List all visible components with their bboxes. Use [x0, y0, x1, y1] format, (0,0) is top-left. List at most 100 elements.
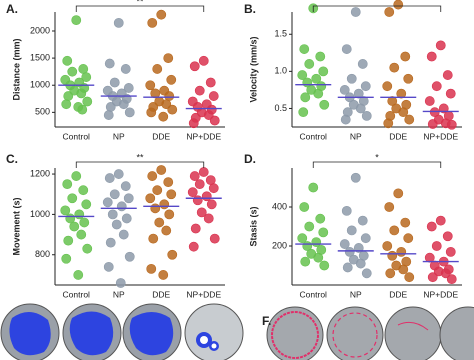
data-point	[63, 91, 74, 101]
data-point	[300, 256, 311, 267]
data-point	[146, 107, 157, 118]
y-tick-label: 800	[35, 249, 50, 259]
data-point	[118, 229, 129, 240]
data-point	[205, 77, 216, 88]
panel-label: C.	[6, 152, 18, 166]
data-point	[393, 0, 404, 10]
y-tick-label: 0.5	[274, 103, 287, 113]
data-point	[383, 118, 394, 129]
x-tick-label: NP	[113, 131, 125, 141]
data-point	[166, 74, 177, 85]
y-tick-label: 1000	[30, 209, 50, 219]
data-point	[424, 96, 435, 106]
data-point	[357, 215, 368, 226]
data-point	[158, 270, 169, 280]
data-point	[76, 88, 87, 99]
data-point	[71, 15, 82, 26]
x-tick-label: DDE	[389, 289, 407, 299]
data-point	[398, 107, 409, 118]
data-point	[209, 115, 220, 126]
data-point	[105, 237, 116, 248]
data-point	[150, 88, 161, 99]
x-tick-label: DDE	[152, 131, 170, 141]
data-point	[389, 225, 400, 236]
data-point	[400, 51, 411, 62]
data-point	[389, 62, 400, 73]
data-point	[357, 59, 368, 69]
data-point	[115, 278, 126, 288]
x-tick-label: DDE	[389, 131, 407, 141]
data-point	[166, 189, 177, 200]
data-point	[382, 241, 393, 251]
data-point	[78, 64, 89, 74]
data-point	[104, 58, 115, 69]
significance-bracket	[312, 161, 442, 168]
significance-label: *	[375, 152, 379, 162]
data-point	[147, 17, 158, 28]
data-point	[361, 110, 372, 121]
data-point	[164, 209, 175, 220]
data-point	[79, 217, 90, 228]
data-point	[154, 217, 165, 228]
data-point	[192, 195, 203, 206]
data-point	[188, 118, 199, 129]
x-tick-label: Control	[63, 131, 91, 141]
data-point	[148, 233, 159, 244]
data-point	[198, 167, 209, 177]
data-point	[62, 179, 73, 190]
x-tick-label: NP	[350, 289, 362, 299]
data-point	[298, 107, 309, 118]
data-point	[361, 268, 372, 279]
data-point	[77, 104, 88, 115]
data-point	[341, 205, 352, 216]
data-point	[313, 88, 324, 99]
significance-label: **	[136, 152, 144, 162]
data-point	[300, 92, 311, 103]
x-tick-label: NP+DDE	[423, 289, 458, 299]
data-point	[299, 44, 310, 54]
data-point	[61, 253, 72, 264]
data-point	[446, 274, 457, 285]
significance-label: **	[136, 0, 144, 6]
y-axis-label: Stasis (s)	[248, 206, 258, 246]
data-point	[431, 81, 442, 92]
x-tick-label: Control	[300, 289, 328, 299]
data-point	[427, 119, 438, 129]
x-tick-label: DDE	[152, 289, 170, 299]
data-point	[424, 252, 435, 263]
data-point	[445, 88, 456, 99]
data-point	[350, 172, 361, 183]
data-point	[346, 73, 357, 84]
data-point	[121, 213, 132, 224]
x-tick-label: NP+DDE	[186, 289, 221, 299]
data-point	[318, 227, 329, 238]
data-point	[152, 64, 163, 74]
x-tick-label: NP	[350, 131, 362, 141]
data-point	[145, 80, 156, 91]
data-point	[190, 223, 201, 234]
data-point	[350, 7, 361, 17]
data-point	[208, 91, 219, 101]
data-point	[396, 88, 407, 99]
data-point	[65, 213, 76, 224]
data-point	[82, 96, 93, 107]
data-point	[319, 99, 330, 110]
data-point	[311, 73, 322, 84]
data-point	[147, 171, 158, 181]
data-point	[103, 110, 114, 120]
data-point	[299, 202, 310, 212]
data-point	[118, 99, 129, 110]
data-point	[353, 88, 364, 99]
data-point	[113, 17, 124, 28]
data-point	[189, 61, 200, 72]
data-point	[81, 72, 92, 82]
data-point	[396, 246, 407, 257]
x-tick-label: Control	[63, 289, 91, 299]
data-point	[403, 233, 414, 244]
y-tick-label: 1200	[30, 168, 50, 178]
y-tick-label: 500	[35, 107, 50, 117]
data-point	[163, 53, 174, 64]
data-point	[152, 185, 163, 196]
data-point	[304, 59, 315, 69]
